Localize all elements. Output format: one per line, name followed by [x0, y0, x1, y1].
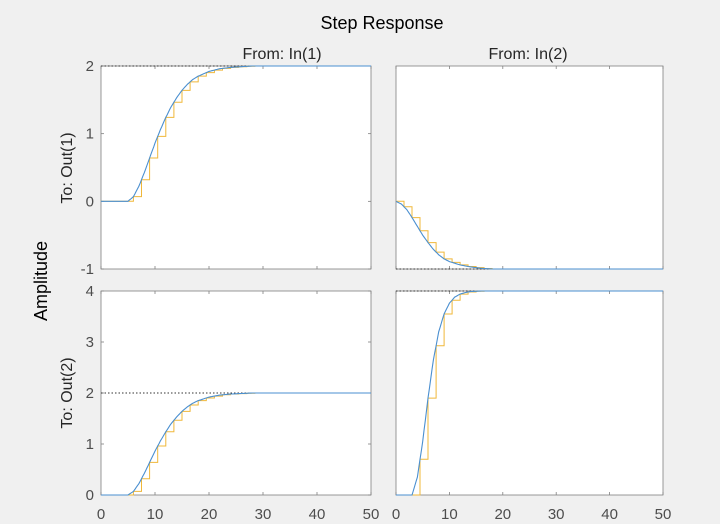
panel-r1c1-continuous-response: [101, 65, 371, 202]
x-tick-label: 10: [441, 506, 458, 519]
y-tick-label: 2: [86, 385, 94, 402]
x-tick-label: 20: [494, 506, 511, 519]
y-tick-label: 0: [86, 487, 94, 504]
panel-r2c2-continuous-response: [396, 290, 663, 496]
x-tick-label: 0: [392, 506, 400, 519]
panel-r1c2-axes: [395, 65, 664, 270]
x-tick-label: 30: [548, 506, 565, 519]
panel-r1c2-continuous-response: [395, 200, 663, 270]
row-label-out1: To: Out(1): [59, 132, 76, 203]
x-tick-label: 30: [255, 506, 272, 519]
y-tick-label: 3: [86, 334, 94, 351]
x-tick-label: 40: [309, 506, 326, 519]
panel-r2c1-continuous-response: [101, 392, 371, 496]
panel-r1c1-axes: [100, 65, 372, 270]
y-tick-label: 2: [86, 58, 94, 75]
x-tick-label: 50: [363, 506, 380, 519]
panel-r1c2: [395, 65, 664, 270]
x-tick-label: 50: [655, 506, 672, 519]
panel-r2c2: 0 10 20 30 40 50: [392, 290, 672, 523]
x-tick-label: 20: [201, 506, 218, 519]
column-label-in2: From: In(2): [488, 46, 567, 63]
x-tick-label: 40: [601, 506, 618, 519]
y-tick-label: 1: [86, 436, 94, 453]
chart-title: Step Response: [320, 13, 443, 33]
panel-r1c1: -1 0 1 2: [81, 58, 372, 278]
x-tick-label: 10: [147, 506, 164, 519]
y-axis-label: Amplitude: [31, 241, 51, 321]
panel-r2c1: 0 10 20 30 40 50 0 1 2 3 4: [86, 283, 380, 523]
y-tick-label: 0: [86, 193, 94, 210]
y-tick-label: 1: [86, 126, 94, 143]
column-label-in1: From: In(1): [242, 46, 321, 63]
y-tick-label: -1: [81, 261, 94, 278]
row-label-out2: To: Out(2): [59, 357, 76, 428]
y-tick-label: 4: [86, 283, 94, 300]
x-tick-label: 0: [97, 506, 105, 519]
